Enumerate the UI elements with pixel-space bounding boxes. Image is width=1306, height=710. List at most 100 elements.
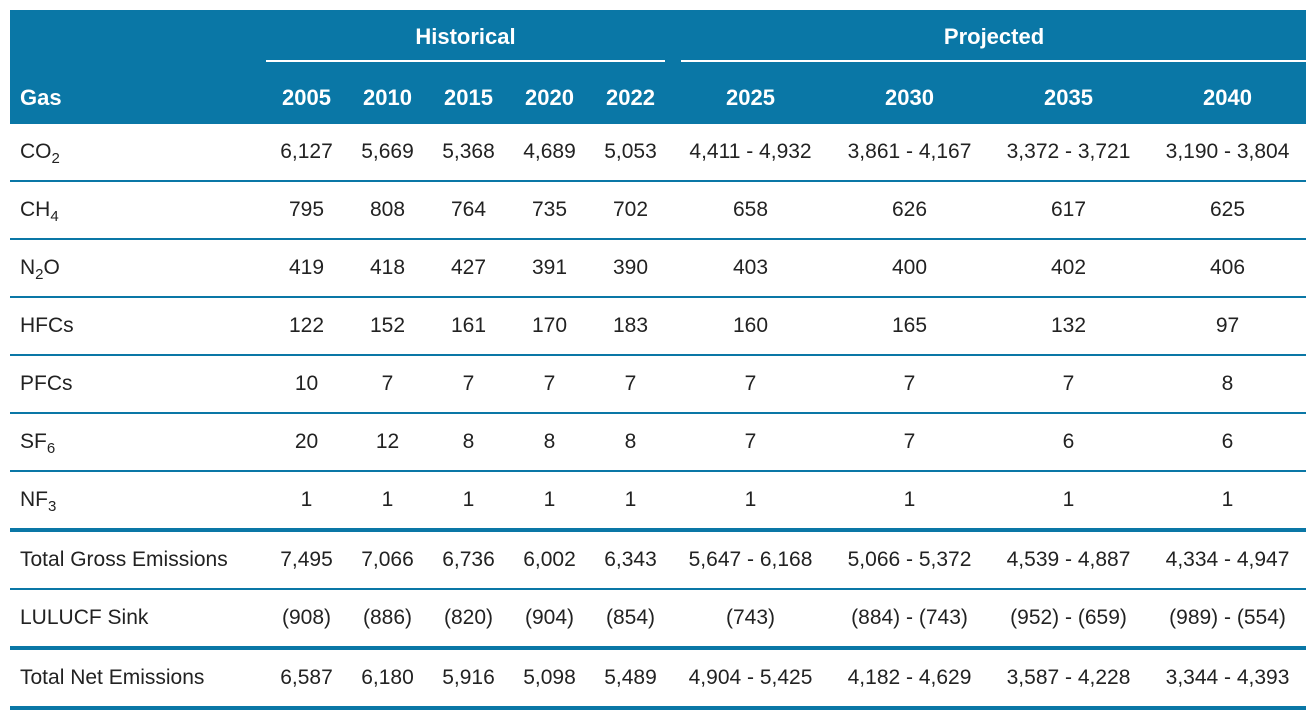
table-row: N2O 419 418 427 391 390 403 400 402 406	[10, 239, 1306, 298]
value-cell: 160	[671, 297, 831, 356]
gas-name-cell: NF3	[10, 471, 266, 532]
value-cell: 165	[830, 297, 990, 356]
value-cell: (884) - (743)	[830, 589, 990, 650]
value-cell: 808	[347, 181, 428, 240]
value-cell: 7	[347, 355, 428, 414]
table-header: Historical Projected Gas 2005 2010 2015 …	[10, 10, 1306, 124]
year-header: 2030	[830, 72, 990, 124]
projected-label: Projected	[681, 24, 1306, 62]
value-cell: 1	[1148, 471, 1306, 532]
value-cell: 4,411 - 4,932	[671, 124, 831, 182]
value-cell: 4,904 - 5,425	[671, 648, 831, 710]
year-header: 2040	[1148, 72, 1306, 124]
value-cell: 1	[830, 471, 990, 532]
year-header: 2035	[989, 72, 1149, 124]
value-cell: (952) - (659)	[989, 589, 1149, 650]
value-cell: 97	[1148, 297, 1306, 356]
value-cell: 3,344 - 4,393	[1148, 648, 1306, 710]
table-row: CO2 6,127 5,669 5,368 4,689 5,053 4,411 - 4,93…	[10, 124, 1306, 182]
value-cell: 183	[590, 297, 672, 356]
value-cell: 7,066	[347, 530, 428, 590]
value-cell: 6,343	[590, 530, 672, 590]
value-cell: 8	[590, 413, 672, 472]
value-cell: 658	[671, 181, 831, 240]
value-cell: 735	[509, 181, 590, 240]
value-cell: 3,372 - 3,721	[989, 124, 1149, 182]
header-spacer	[10, 10, 266, 72]
value-cell: (886)	[347, 589, 428, 650]
value-cell: 6,736	[428, 530, 509, 590]
table-row: Total Gross Emissions 7,495 7,066 6,736 6,00…	[10, 530, 1306, 590]
value-cell: 427	[428, 239, 509, 298]
value-cell: 4,689	[509, 124, 590, 182]
value-cell: 625	[1148, 181, 1306, 240]
value-cell: 1	[347, 471, 428, 532]
value-cell: 4,539 - 4,887	[989, 530, 1149, 590]
value-cell: 7	[671, 355, 831, 414]
value-cell: 8	[509, 413, 590, 472]
value-cell: 764	[428, 181, 509, 240]
table-body: CO2 6,127 5,669 5,368 4,689 5,053 4,411 - 4,93…	[10, 124, 1306, 710]
projected-group-header: Projected	[671, 10, 1306, 72]
value-cell: (908)	[266, 589, 347, 650]
historical-label: Historical	[266, 24, 666, 62]
year-header: 2025	[671, 72, 831, 124]
year-header: 2010	[347, 72, 428, 124]
value-cell: 6,180	[347, 648, 428, 710]
value-cell: 161	[428, 297, 509, 356]
value-cell: 400	[830, 239, 990, 298]
value-cell: (989) - (554)	[1148, 589, 1306, 650]
table-row: LULUCF Sink (908) (886) (820) (904) (854) (743…	[10, 589, 1306, 650]
value-cell: 391	[509, 239, 590, 298]
value-cell: 6	[989, 413, 1149, 472]
value-cell: 1	[428, 471, 509, 532]
value-cell: 702	[590, 181, 672, 240]
table-row: Total Net Emissions 6,587 6,180 5,916 5,098 5…	[10, 648, 1306, 710]
value-cell: 152	[347, 297, 428, 356]
value-cell: 132	[989, 297, 1149, 356]
value-cell: 4,182 - 4,629	[830, 648, 990, 710]
value-cell: 20	[266, 413, 347, 472]
value-cell: 10	[266, 355, 347, 414]
historical-group-header: Historical	[266, 10, 672, 72]
value-cell: 418	[347, 239, 428, 298]
value-cell: 7,495	[266, 530, 347, 590]
value-cell: 1	[989, 471, 1149, 532]
value-cell: 12	[347, 413, 428, 472]
year-header: 2022	[590, 72, 672, 124]
table-row: PFCs 10 7 7 7 7 7 7 7 8	[10, 355, 1306, 414]
value-cell: 7	[989, 355, 1149, 414]
gas-name-cell: PFCs	[10, 355, 266, 414]
value-cell: 6,002	[509, 530, 590, 590]
gas-name-cell: Total Net Emissions	[10, 648, 266, 710]
value-cell: 7	[590, 355, 672, 414]
value-cell: 1	[590, 471, 672, 532]
value-cell: 7	[830, 413, 990, 472]
year-header: 2015	[428, 72, 509, 124]
value-cell: 403	[671, 239, 831, 298]
table-row: HFCs 122 152 161 170 183 160 165 132 97	[10, 297, 1306, 356]
gas-column-header: Gas	[10, 72, 266, 124]
value-cell: 7	[428, 355, 509, 414]
gas-name-cell: LULUCF Sink	[10, 589, 266, 650]
value-cell: 7	[671, 413, 831, 472]
value-cell: 8	[1148, 355, 1306, 414]
value-cell: 6,127	[266, 124, 347, 182]
value-cell: 5,489	[590, 648, 672, 710]
emissions-table-container: Historical Projected Gas 2005 2010 2015 …	[10, 10, 1306, 710]
value-cell: 122	[266, 297, 347, 356]
value-cell: 7	[509, 355, 590, 414]
gas-name-cell: N2O	[10, 239, 266, 298]
value-cell: 5,066 - 5,372	[830, 530, 990, 590]
value-cell: 3,190 - 3,804	[1148, 124, 1306, 182]
table-row: SF6 20 12 8 8 8 7 7 6 6	[10, 413, 1306, 472]
value-cell: 5,647 - 6,168	[671, 530, 831, 590]
value-cell: 1	[266, 471, 347, 532]
value-cell: 617	[989, 181, 1149, 240]
value-cell: (820)	[428, 589, 509, 650]
value-cell: 3,587 - 4,228	[989, 648, 1149, 710]
value-cell: (904)	[509, 589, 590, 650]
value-cell: 5,098	[509, 648, 590, 710]
value-cell: 3,861 - 4,167	[830, 124, 990, 182]
table-row: CH4 795 808 764 735 702 658 626 617 625	[10, 181, 1306, 240]
